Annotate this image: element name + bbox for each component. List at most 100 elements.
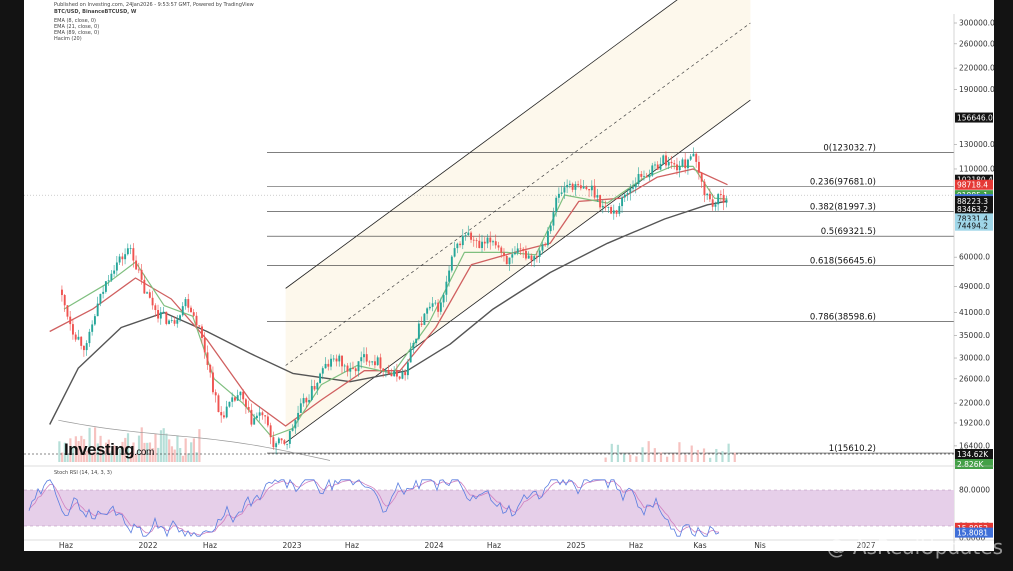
candle-body: [330, 358, 332, 367]
candle-body: [184, 299, 187, 307]
candle-body: [541, 244, 544, 251]
price-marker-label: 156646.0: [957, 114, 993, 123]
candle-body: [659, 163, 662, 170]
candle-body: [327, 363, 330, 367]
volume-bar: [63, 442, 66, 462]
chart-canvas[interactable]: 0(123032.7) 0.236(97681.0) 0.382(81997.3) 0…: [24, 0, 994, 551]
stoch-d-value: 15.8081: [957, 529, 988, 538]
candle-body: [302, 398, 305, 404]
price-marker-box: [955, 213, 993, 224]
candle-body: [168, 320, 171, 324]
candle-body: [582, 186, 585, 189]
candle-body: [654, 164, 656, 166]
candle-body: [404, 372, 407, 376]
volume-bar: [610, 443, 613, 462]
time-tick-label: 2027: [856, 541, 875, 550]
price-marker-box: [955, 449, 993, 459]
channel-fill: [285, 0, 751, 443]
price-marker-label: 74494.2: [957, 222, 988, 231]
candle-body: [135, 260, 138, 270]
candle-body: [212, 372, 214, 393]
candle-body: [536, 256, 538, 257]
candle-body: [456, 243, 459, 249]
volume-bar: [727, 443, 730, 462]
volume-bar: [110, 451, 113, 462]
candle-body: [165, 311, 168, 324]
price-marker-dark: 83463.2: [955, 204, 993, 215]
volume-bars: [58, 419, 736, 462]
price-markers: 156646.0102180.498718.491885.189404.0882…: [24, 112, 993, 469]
candle-body: [557, 193, 560, 198]
chart-frame: 0(123032.7) 0.236(97681.0) 0.382(81997.3) 0…: [24, 0, 994, 551]
candle-body: [618, 206, 621, 214]
ema89-path: [49, 200, 728, 425]
candle-body: [406, 362, 409, 376]
volume-bar: [146, 442, 149, 462]
volume-bar: [80, 435, 83, 462]
candle-body: [681, 159, 684, 167]
candle-body: [481, 241, 484, 249]
candle-body: [110, 273, 113, 281]
price-marker-label: 134.62K: [957, 450, 989, 459]
candle-body: [96, 303, 99, 317]
volume-bar: [74, 436, 77, 462]
fib-label-0.786: 0.786(38598.6): [810, 312, 876, 322]
volume-bar: [659, 452, 663, 462]
price-tick-label: 30000.0: [959, 354, 990, 363]
candle-body: [99, 293, 102, 304]
volume-bar: [93, 427, 97, 462]
candle-body: [450, 256, 453, 271]
volume-bar: [132, 442, 135, 462]
price-tick-label: 260000.0: [959, 39, 994, 48]
price-tick-label: 190000.0: [959, 85, 994, 94]
symbol-title: BTC/USD, BinanceBTCUSD, W: [54, 9, 137, 15]
candle-body: [376, 357, 379, 366]
candle-body: [294, 420, 297, 429]
candle-body: [335, 358, 338, 362]
candle-body: [250, 409, 253, 425]
time-tick-label: Nis: [754, 541, 766, 550]
candle-body: [448, 270, 451, 282]
candle-body: [593, 185, 596, 198]
candle-body: [258, 412, 261, 416]
candle-body: [93, 316, 96, 325]
time-tick-label: 2022: [138, 541, 157, 550]
candle-body: [467, 232, 470, 236]
ema89-line: [49, 200, 728, 425]
candle-body: [538, 250, 541, 257]
candle-body: [63, 295, 66, 306]
candle-body: [585, 186, 588, 190]
time-tick-label: Haz: [487, 541, 501, 550]
volume-bar: [647, 441, 650, 462]
volume-bar: [168, 439, 171, 462]
candle-body: [236, 395, 239, 401]
time-tick-label: 2023: [282, 541, 301, 550]
candle-body: [492, 241, 494, 243]
candle-body: [577, 184, 580, 186]
candle-body: [324, 363, 327, 369]
volume-bar: [690, 445, 693, 462]
candle-body: [442, 294, 445, 303]
candle-body: [464, 235, 467, 236]
candle-body: [676, 164, 678, 171]
candle-body: [601, 205, 604, 208]
candle-body: [417, 323, 420, 339]
candle-body: [461, 235, 464, 246]
candle-body: [69, 316, 72, 325]
candle-body: [437, 302, 440, 312]
price-marker-box: [955, 196, 993, 207]
volume-bar: [622, 453, 626, 462]
candle-body: [352, 368, 354, 369]
candle-body: [623, 194, 626, 198]
candle-body: [363, 354, 365, 358]
candle-body: [61, 289, 63, 296]
candle-body: [77, 336, 80, 340]
candle-body: [140, 269, 143, 280]
volume-bar: [162, 428, 165, 462]
candle-body: [374, 361, 376, 366]
candle-body: [115, 262, 118, 271]
volume-bar: [88, 427, 91, 462]
candle-body: [560, 192, 563, 194]
candle-body: [423, 313, 426, 325]
candle-body: [689, 156, 692, 160]
